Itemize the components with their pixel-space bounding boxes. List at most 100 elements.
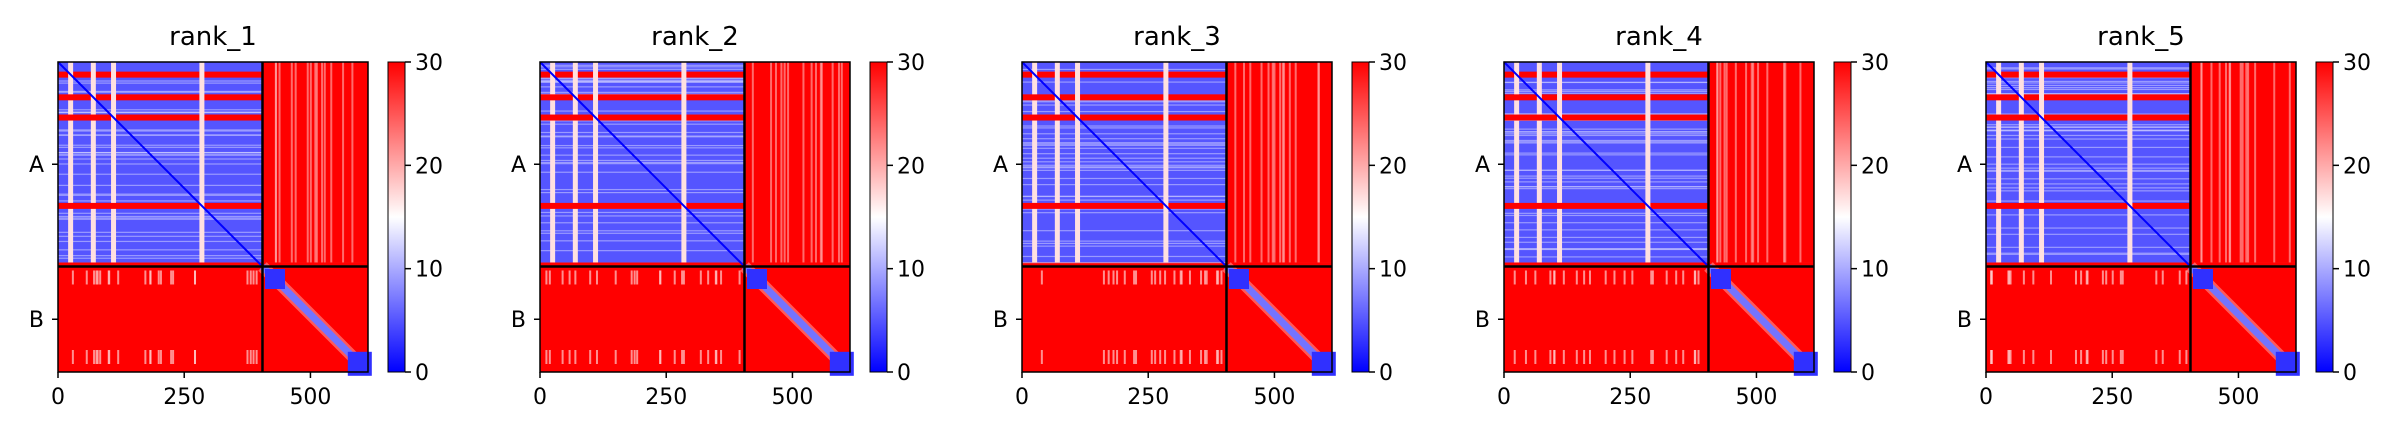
texture-stripe <box>561 350 564 364</box>
panel-3: rank_3 A B 0 250 500 0 10 20 30 <box>993 22 1407 410</box>
texture-stripe <box>2032 270 2035 285</box>
heatmap <box>1503 61 1819 377</box>
texture-stripe <box>1150 270 1153 285</box>
texture-line <box>1022 212 1227 214</box>
texture-line <box>58 109 263 111</box>
texture-line <box>540 66 745 68</box>
texture-stripe <box>714 270 717 285</box>
texture-line <box>1986 77 2191 79</box>
texture-stripe <box>589 270 592 285</box>
texture-stripe <box>2273 62 2276 263</box>
texture-line <box>58 129 263 131</box>
texture-line <box>540 91 745 93</box>
texture-line <box>58 200 263 202</box>
texture-line <box>1022 184 1227 186</box>
texture-line <box>1986 67 2191 69</box>
texture-stripe <box>1604 350 1607 364</box>
texture-line <box>540 147 745 149</box>
texture-stripe <box>1112 270 1115 285</box>
texture-line <box>540 110 745 112</box>
texture-stripe <box>1204 350 1207 364</box>
texture-line <box>1986 134 2191 137</box>
texture-stripe <box>1651 270 1654 285</box>
texture-stripe <box>172 270 175 285</box>
texture-stripe <box>309 62 312 263</box>
hot-col <box>2127 62 2133 263</box>
texture-line <box>540 191 745 194</box>
texture-stripe <box>1650 270 1653 285</box>
texture-stripe <box>2200 62 2203 263</box>
texture-stripe <box>1220 350 1223 364</box>
texture-stripe <box>659 270 662 285</box>
texture-stripe <box>323 62 326 263</box>
texture-stripe <box>2228 62 2231 263</box>
hot-row <box>540 114 745 121</box>
colorbar-tick-label: 30 <box>415 51 443 76</box>
panel-title: rank_3 <box>1133 22 1221 52</box>
texture-stripe <box>630 270 633 285</box>
texture-stripe <box>1102 270 1105 285</box>
panels-group: rank_1 A B 0 250 500 0 10 20 30 rank_2 A B 0 250 500 0 10… <box>29 22 2371 410</box>
texture-stripe <box>1040 350 1043 364</box>
texture-stripe <box>1107 350 1110 364</box>
texture-stripe <box>2074 270 2077 285</box>
colorbar-tick-label: 30 <box>1379 51 1407 76</box>
texture-line <box>1986 86 2191 89</box>
texture-stripe <box>2155 270 2158 285</box>
texture-stripe <box>699 350 702 364</box>
texture-line <box>1986 169 2191 172</box>
texture-line <box>58 82 263 84</box>
x-tick-label: 500 <box>2217 385 2259 410</box>
texture-stripe <box>1281 62 1284 263</box>
texture-line <box>58 90 263 93</box>
texture-stripe <box>2085 270 2088 285</box>
texture-stripe <box>1179 350 1182 364</box>
texture-stripe <box>1133 350 1136 364</box>
panel-4: rank_4 A B 0 250 500 0 10 20 30 <box>1475 22 1889 410</box>
x-tick-label: 500 <box>289 385 331 410</box>
colorbar-tick-label: 0 <box>2343 361 2357 386</box>
texture-line <box>1504 248 1709 251</box>
texture-line <box>58 184 263 186</box>
colorbar-tick-label: 0 <box>897 361 911 386</box>
texture-line <box>1986 253 2191 255</box>
texture-line <box>1504 89 1709 91</box>
texture-line <box>1022 169 1227 171</box>
hot-col <box>1163 62 1169 263</box>
texture-stripe <box>1575 270 1578 285</box>
texture-stripe <box>1150 350 1153 364</box>
texture-line <box>540 131 745 134</box>
texture-stripe <box>659 350 662 364</box>
texture-stripe <box>252 350 255 364</box>
texture-line <box>58 91 263 93</box>
texture-stripe <box>1553 270 1556 285</box>
texture-stripe <box>1273 62 1276 263</box>
texture-line <box>1022 101 1227 103</box>
texture-stripe <box>2007 350 2010 364</box>
texture-stripe <box>193 270 196 285</box>
texture-line <box>1022 242 1227 245</box>
texture-stripe <box>1990 270 1993 285</box>
hot-col <box>1645 62 1651 263</box>
texture-stripe <box>1205 270 1208 285</box>
texture-stripe <box>1102 350 1105 364</box>
x-tick-label: 0 <box>1015 385 1029 410</box>
texture-line <box>1504 152 1709 154</box>
texture-stripe <box>1534 350 1537 364</box>
texture-stripe <box>2080 350 2083 364</box>
texture-stripe <box>1188 270 1191 285</box>
texture-stripe <box>1154 270 1157 285</box>
texture-stripe <box>255 350 258 364</box>
texture-stripe <box>71 350 74 364</box>
y-tick-label: A <box>511 153 526 178</box>
texture-stripe <box>149 270 152 285</box>
texture-stripe <box>2101 270 2104 285</box>
texture-line <box>58 194 263 196</box>
texture-line <box>540 211 745 214</box>
texture-stripe <box>774 62 777 263</box>
texture-line <box>1022 138 1227 140</box>
hot-row <box>1504 71 1709 78</box>
texture-stripe <box>682 350 685 364</box>
texture-stripe <box>1734 62 1737 263</box>
